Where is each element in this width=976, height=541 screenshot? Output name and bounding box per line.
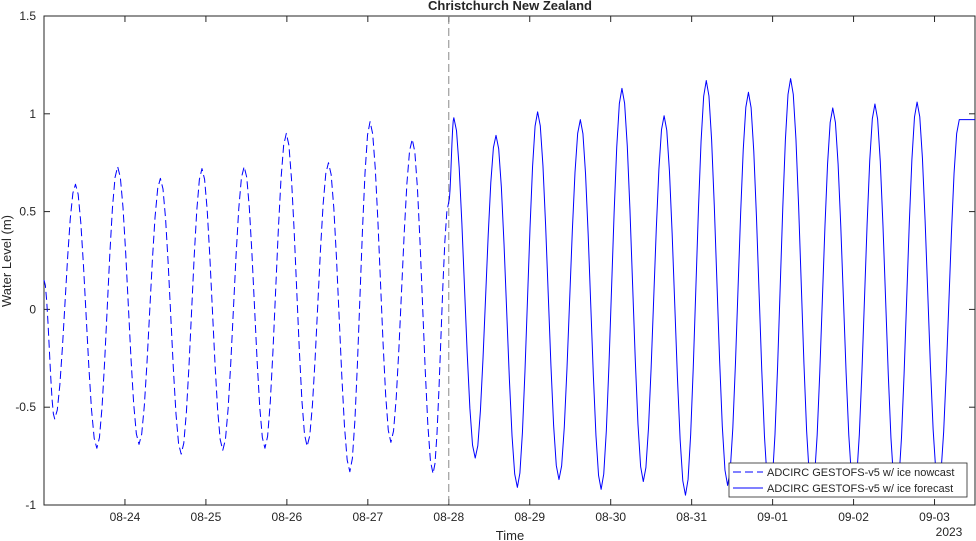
series-group bbox=[43, 78, 975, 496]
x-tick-label: 08-29 bbox=[514, 510, 545, 524]
x-tick-label: 08-25 bbox=[191, 510, 222, 524]
y-tick-label: 1 bbox=[29, 107, 36, 121]
chart-title: Christchurch New Zealand bbox=[428, 0, 592, 13]
x-tick-label: 09-02 bbox=[838, 510, 869, 524]
x-tick-year-label: 2023 bbox=[936, 525, 963, 539]
legend-box bbox=[728, 462, 968, 498]
x-tick-label: 09-01 bbox=[757, 510, 788, 524]
y-tick-label: 0 bbox=[29, 302, 36, 316]
y-tick-label: 1.5 bbox=[19, 9, 36, 23]
y-tick-label: -1 bbox=[25, 498, 36, 512]
nowcast-series-line bbox=[43, 121, 450, 475]
legend-forecast-label: ADCIRC GESTOFS-v5 w/ ice forecast bbox=[767, 483, 953, 495]
x-tick-label: 09-03 bbox=[919, 510, 950, 524]
axes-box bbox=[43, 15, 976, 506]
forecast-series-line bbox=[448, 78, 975, 496]
legend: ADCIRC GESTOFS-v5 w/ ice nowcast ADCIRC … bbox=[728, 462, 968, 498]
x-tick-label: 08-24 bbox=[110, 510, 141, 524]
x-tick-label: 08-30 bbox=[595, 510, 626, 524]
x-tick-label: 08-26 bbox=[272, 510, 303, 524]
x-tick-label: 08-27 bbox=[352, 510, 383, 524]
x-axis-label: Time bbox=[496, 528, 524, 541]
y-axis: -1 -0.5 0 0.5 1 1.5 bbox=[15, 9, 975, 512]
x-axis: 08-24 08-25 08-26 08-27 08-28 08-29 08-30 08-31… bbox=[110, 16, 950, 524]
plot-area: -1 -0.5 0 0.5 1 1.5 08-24 08-25 08-26 08-27 08-28… bbox=[15, 9, 976, 524]
legend-nowcast-label: ADCIRC GESTOFS-v5 w/ ice nowcast bbox=[767, 467, 954, 479]
x-tick-label: 08-31 bbox=[676, 510, 707, 524]
x-tick-label: 08-28 bbox=[433, 510, 464, 524]
y-axis-label: Water Level (m) bbox=[0, 215, 14, 307]
y-tick-label: 0.5 bbox=[19, 205, 36, 219]
y-tick-label: -0.5 bbox=[15, 400, 36, 414]
